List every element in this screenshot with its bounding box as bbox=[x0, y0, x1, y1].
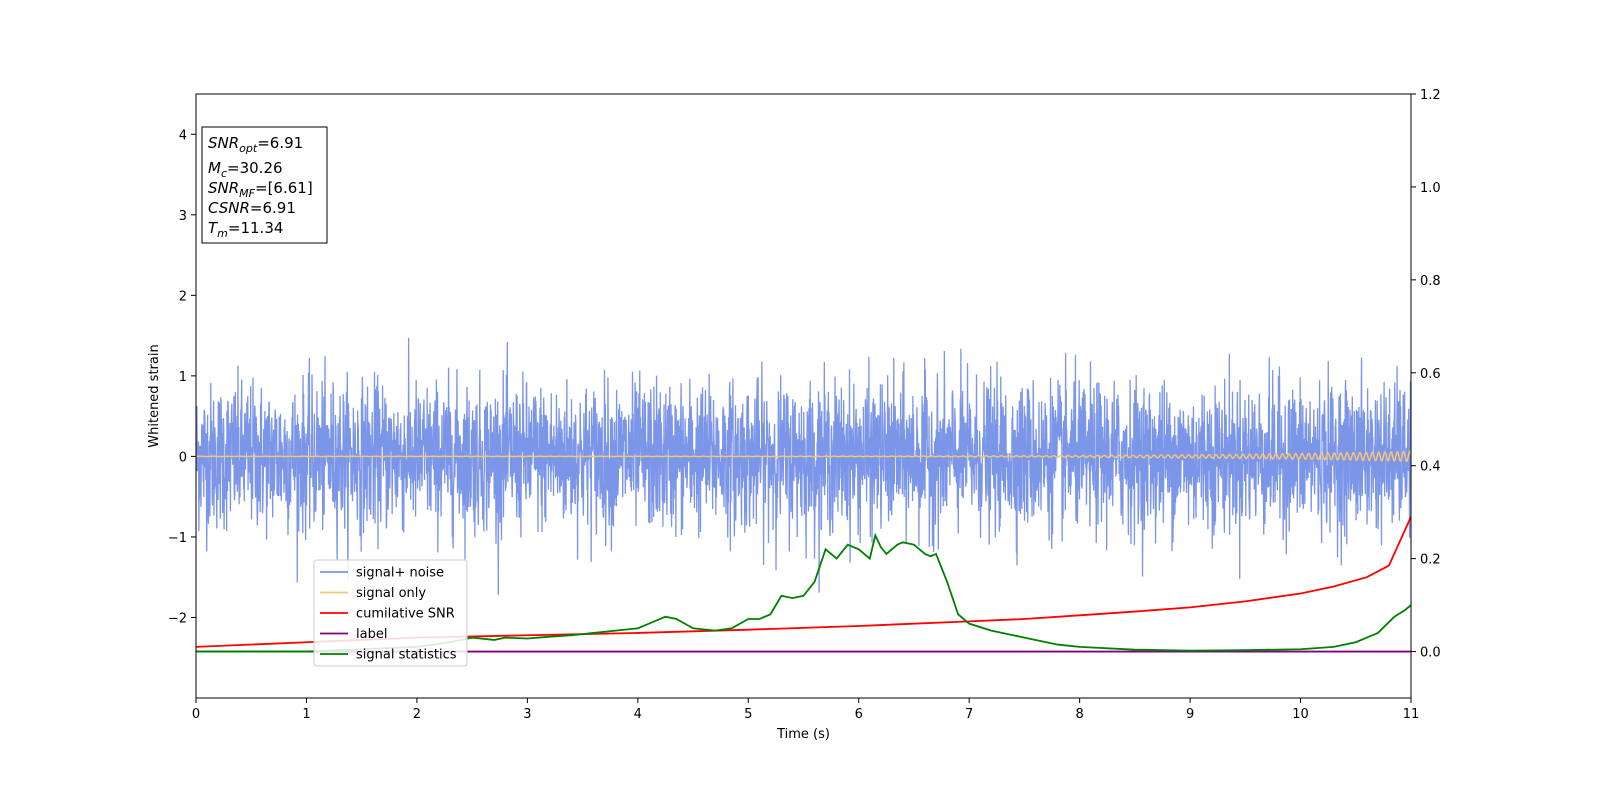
y2-tick-label: 0.0 bbox=[1420, 646, 1441, 661]
info-line: SNRopt=6.91 bbox=[208, 134, 303, 155]
x-tick-label: 6 bbox=[855, 707, 863, 722]
info-line: SNRMF=[6.61] bbox=[208, 179, 313, 200]
legend-label: cumilative SNR bbox=[356, 607, 455, 622]
info-box-frame bbox=[201, 126, 328, 244]
y2-tick-label: 1.2 bbox=[1420, 88, 1441, 103]
legend: signal+ noise signal only cumilative SNR la… bbox=[313, 559, 468, 667]
y2-tick-label: 1.0 bbox=[1420, 181, 1441, 196]
x-tick-label: 1 bbox=[302, 707, 310, 722]
y-tick-label: 0 bbox=[179, 450, 187, 465]
axes-frame bbox=[195, 93, 1412, 699]
y-tick-label: 2 bbox=[179, 289, 187, 304]
y-tick-label: −1 bbox=[168, 531, 187, 546]
y-tick-label: 1 bbox=[179, 370, 187, 385]
x-tick-label: 2 bbox=[413, 707, 421, 722]
info-line: CSNR=6.91 bbox=[208, 199, 296, 217]
legend-label: label bbox=[356, 627, 387, 642]
axes: 0 1 2 3 4 5 6 7 8 9 10 11 −2 −1 0 1 2 3 4 0.0 0.2 0.4 0.6 0.8 1.… bbox=[147, 88, 1441, 742]
info-line: Mc=30.26 bbox=[208, 159, 283, 180]
legend-label: signal statistics bbox=[356, 648, 457, 663]
x-tick-label: 8 bbox=[1075, 707, 1083, 722]
y-tick-label: 3 bbox=[179, 209, 187, 224]
x-tick-label: 7 bbox=[965, 707, 973, 722]
x-tick-label: 3 bbox=[523, 707, 531, 722]
y-axis-label: Whitened strain bbox=[147, 344, 162, 447]
x-tick-label: 9 bbox=[1186, 707, 1194, 722]
info-box: SNRopt=6.91 Mc=30.26SNRMF=[6.61]CSNR=6.91… bbox=[201, 126, 328, 244]
x-tick-label: 0 bbox=[192, 707, 200, 722]
y2-tick-label: 0.2 bbox=[1420, 553, 1441, 568]
x-tick-label: 5 bbox=[744, 707, 752, 722]
x-tick-label: 4 bbox=[634, 707, 642, 722]
series-cumilative-snr bbox=[196, 516, 1411, 648]
legend-label: signal only bbox=[356, 586, 426, 601]
x-tick-label: 10 bbox=[1292, 707, 1309, 722]
y2-tick-label: 0.4 bbox=[1420, 460, 1441, 475]
y-tick-label: −2 bbox=[168, 611, 187, 626]
x-axis-label: Time (s) bbox=[776, 727, 830, 742]
x-tick-label: 11 bbox=[1403, 707, 1420, 722]
series-signal-noise bbox=[196, 337, 1411, 595]
y2-tick-label: 0.8 bbox=[1420, 274, 1441, 289]
legend-box bbox=[313, 559, 468, 667]
info-line: Tm=11.34 bbox=[208, 219, 283, 240]
y2-tick-label: 0.6 bbox=[1420, 367, 1441, 382]
legend-label: signal+ noise bbox=[356, 566, 444, 581]
series-signal-only bbox=[196, 450, 1411, 463]
y-tick-label: 4 bbox=[179, 128, 187, 143]
series-signal-statistics bbox=[196, 532, 1411, 653]
